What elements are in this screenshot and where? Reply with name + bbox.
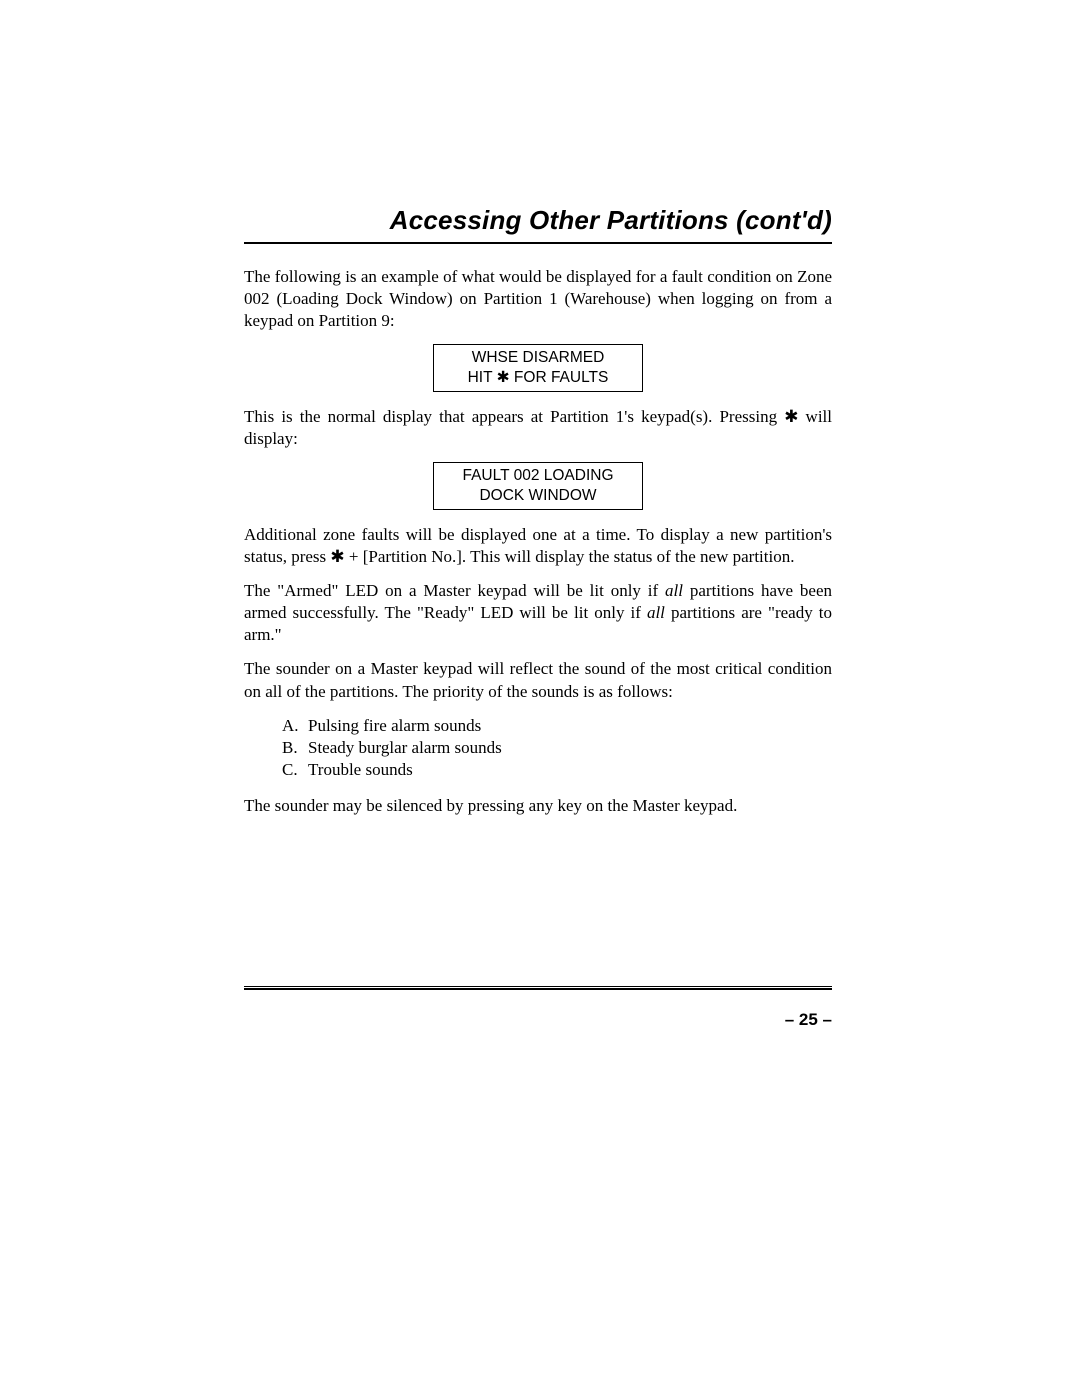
paragraph-3: Additional zone faults will be displayed… (244, 524, 832, 568)
keypad-display-1: WHSE DISARMED HIT ✱ FOR FAULTS (433, 344, 643, 392)
page-content: Accessing Other Partitions (cont'd) The … (244, 205, 832, 829)
keypad-display-2: FAULT 002 LOADING DOCK WINDOW (433, 462, 643, 510)
display-2-line-2: DOCK WINDOW (442, 486, 634, 505)
page-title: Accessing Other Partitions (cont'd) (244, 205, 832, 244)
star-icon: ✱ (330, 547, 344, 566)
italic-all-2: all (647, 603, 665, 622)
italic-all-1: all (665, 581, 683, 600)
paragraph-1: The following is an example of what woul… (244, 266, 832, 332)
page-number: – 25 – (244, 1010, 832, 1030)
list-item-a: A. Pulsing fire alarm sounds (282, 715, 832, 737)
star-icon: ✱ (784, 407, 798, 426)
list-item-c: C. Trouble sounds (282, 759, 832, 781)
display-2-line-1: FAULT 002 LOADING (442, 466, 634, 485)
priority-list: A. Pulsing fire alarm sounds B. Steady b… (282, 715, 832, 781)
footer-rule (244, 986, 832, 990)
paragraph-5: The sounder on a Master keypad will refl… (244, 658, 832, 702)
star-icon: ✱ (497, 369, 510, 386)
paragraph-4: The "Armed" LED on a Master keypad will … (244, 580, 832, 646)
paragraph-6: The sounder may be silenced by pressing … (244, 795, 832, 817)
display-1-line-1: WHSE DISARMED (442, 348, 634, 367)
display-1-line-2: HIT ✱ FOR FAULTS (442, 368, 634, 387)
list-item-b: B. Steady burglar alarm sounds (282, 737, 832, 759)
paragraph-2: This is the normal display that appears … (244, 406, 832, 450)
